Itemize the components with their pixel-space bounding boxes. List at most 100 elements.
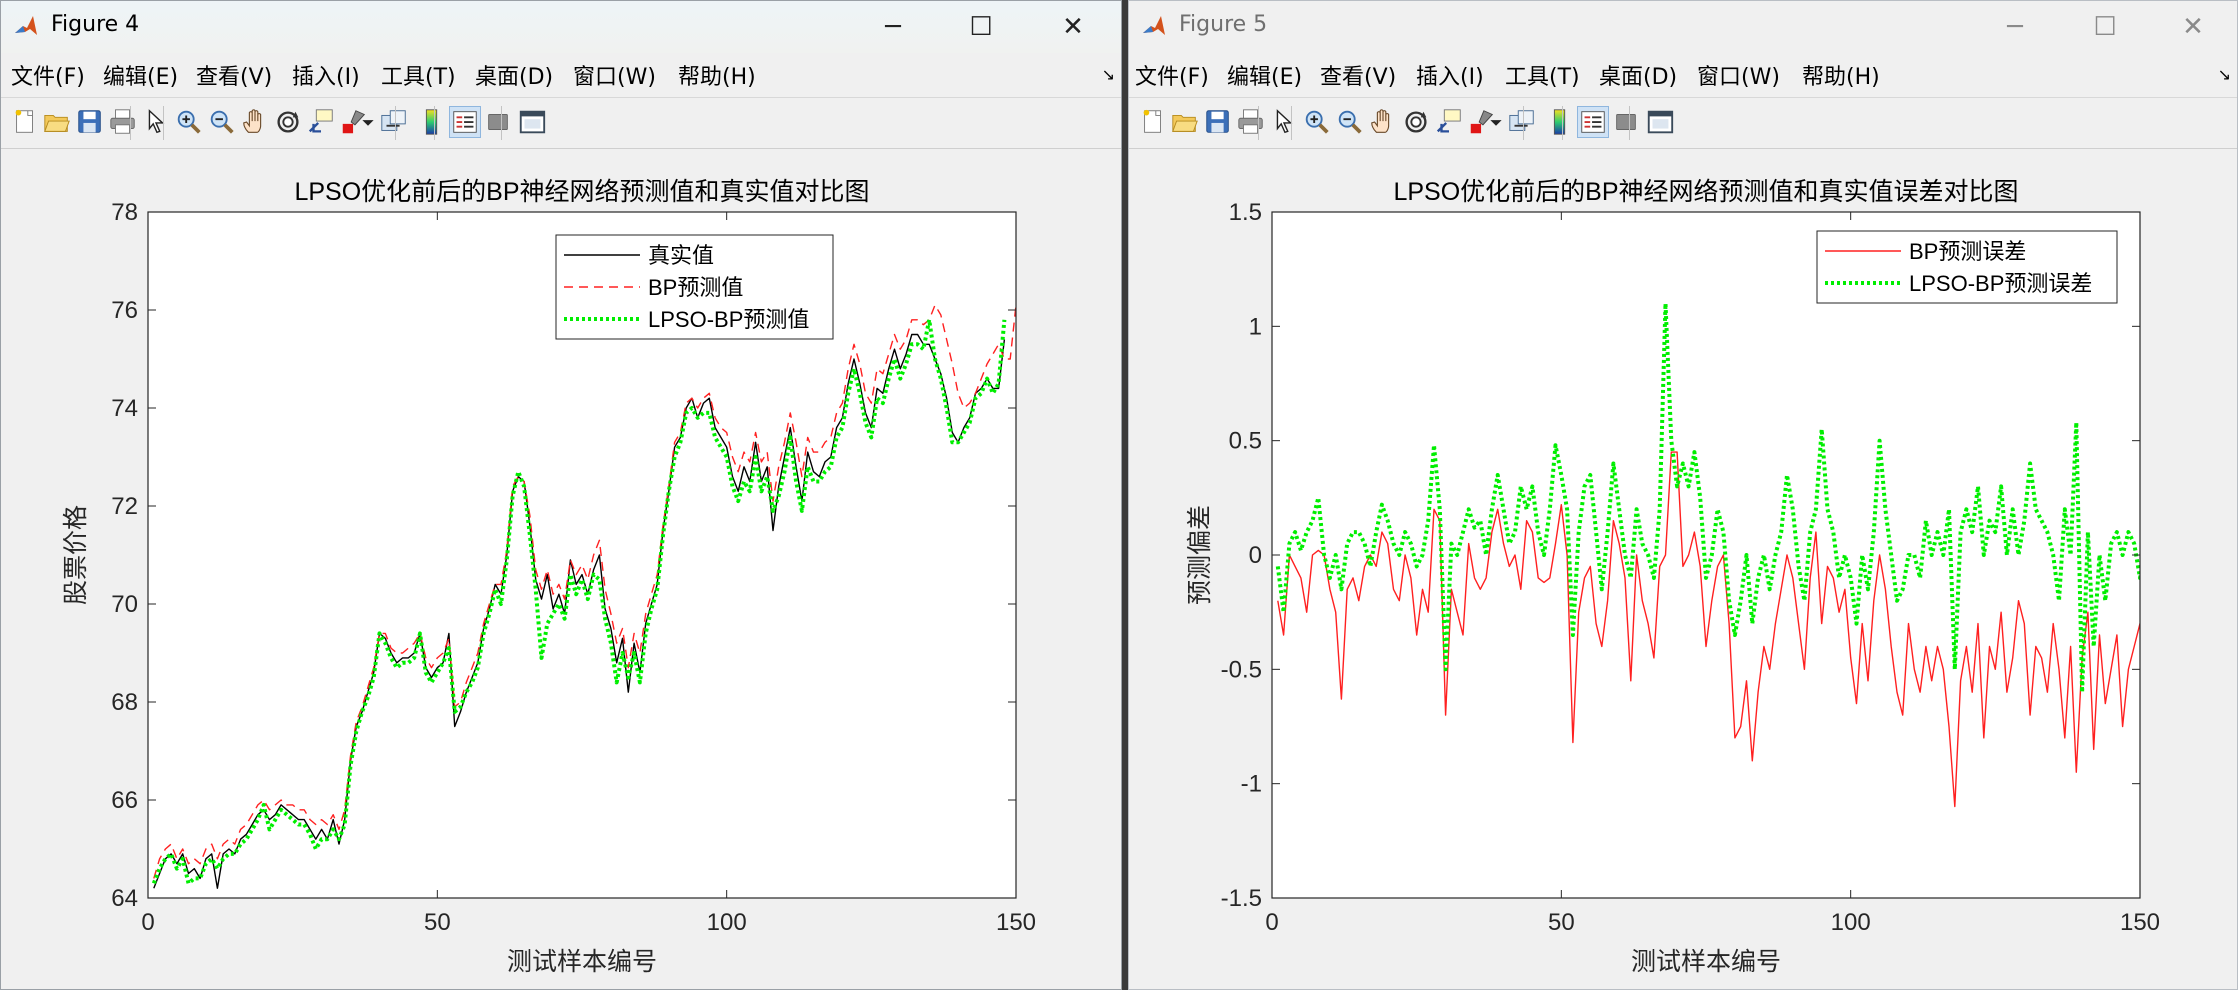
menubar: 文件(F) 编辑(E) 查看(V) 插入(I) 工具(T) 桌面(D) 窗口(W… — [1, 56, 1121, 94]
toolbar-separator — [130, 106, 131, 140]
close-button[interactable]: ✕ — [2182, 12, 2204, 42]
menu-insert[interactable]: 插入(I) — [1416, 65, 1484, 90]
zoom-in-icon[interactable] — [173, 106, 205, 138]
minimize-button[interactable]: ─ — [2007, 12, 2023, 42]
close-button[interactable]: ✕ — [1062, 12, 1084, 42]
open-file-icon[interactable] — [41, 106, 73, 138]
legend-label-1: BP预测值 — [648, 275, 743, 300]
save-icon[interactable] — [1202, 106, 1234, 138]
matlab-logo-icon — [15, 16, 37, 35]
menu-view[interactable]: 查看(V) — [196, 65, 273, 90]
insert-legend-icon[interactable] — [1577, 106, 1609, 138]
matlab-logo-icon — [1143, 16, 1165, 35]
brush-dropdown-icon[interactable] — [1489, 106, 1503, 138]
axes-frame — [147, 211, 1017, 899]
hide-plot-tools-icon[interactable] — [1610, 106, 1642, 138]
rotate-3d-icon[interactable] — [1400, 106, 1432, 138]
zoom-out-icon[interactable] — [1334, 106, 1366, 138]
legend-label-0: 真实值 — [648, 243, 714, 268]
brush-dropdown-icon[interactable] — [361, 106, 375, 138]
legend-box — [1816, 230, 2118, 304]
titlebar[interactable]: Figure 5 ─ ☐ ✕ — [1129, 1, 2237, 53]
zoom-out-icon[interactable] — [206, 106, 238, 138]
x-tick-label: 100 — [707, 909, 747, 936]
y-tick-label: 66 — [111, 787, 138, 814]
series-line-0 — [153, 333, 1006, 889]
y-tick-label: 70 — [111, 591, 138, 618]
open-file-icon[interactable] — [1169, 106, 1201, 138]
data-cursor-icon[interactable] — [1433, 106, 1465, 138]
menu-edit[interactable]: 编辑(E) — [1227, 65, 1303, 90]
print-icon[interactable] — [107, 106, 139, 138]
x-axis-label: 测试样本编号 — [1631, 948, 1781, 976]
window-title: Figure 5 — [1179, 12, 1268, 37]
toolbar-separator — [1258, 106, 1259, 140]
pan-hand-icon[interactable] — [1367, 106, 1399, 138]
maximize-button[interactable]: ☐ — [969, 12, 993, 42]
edit-plot-arrow-icon[interactable] — [1268, 106, 1300, 138]
dock-arrow-icon[interactable]: ↘ — [1101, 65, 1115, 84]
zoom-in-icon[interactable] — [1301, 106, 1333, 138]
link-plot-icon[interactable] — [1506, 106, 1538, 138]
toolbar-separator — [395, 106, 396, 140]
menu-tools[interactable]: 工具(T) — [381, 65, 456, 90]
menu-window[interactable]: 窗口(W) — [573, 65, 656, 90]
x-tick-label: 150 — [2120, 909, 2160, 936]
pan-hand-icon[interactable] — [239, 106, 271, 138]
toolbar-separator — [501, 106, 502, 140]
chart-title: LPSO优化前后的BP神经网络预测值和真实值对比图 — [294, 178, 869, 206]
x-tick-label: 0 — [141, 909, 154, 936]
legend[interactable]: 真实值 BP预测值 LPSO-BP预测值 — [555, 234, 834, 340]
x-tick-label: 150 — [996, 909, 1036, 936]
link-plot-icon[interactable] — [378, 106, 410, 138]
legend-label-0: BP预测误差 — [1909, 239, 2026, 264]
y-tick-label: -1.5 — [1221, 885, 1262, 912]
print-icon[interactable] — [1235, 106, 1267, 138]
minimize-button[interactable]: ─ — [885, 12, 901, 42]
menu-tools[interactable]: 工具(T) — [1505, 65, 1580, 90]
menu-help[interactable]: 帮助(H) — [678, 65, 756, 90]
data-cursor-icon[interactable] — [305, 106, 337, 138]
y-tick-label: 74 — [111, 395, 138, 422]
menu-help[interactable]: 帮助(H) — [1802, 65, 1880, 90]
series-line-1 — [153, 304, 1016, 879]
toolbar-separator — [1629, 106, 1630, 140]
menu-file[interactable]: 文件(F) — [1135, 65, 1209, 90]
y-tick-label: 68 — [111, 689, 138, 716]
menu-window[interactable]: 窗口(W) — [1697, 65, 1780, 90]
menu-edit[interactable]: 编辑(E) — [103, 65, 179, 90]
menu-view[interactable]: 查看(V) — [1320, 65, 1397, 90]
maximize-button[interactable]: ☐ — [2093, 12, 2117, 42]
menu-desktop[interactable]: 桌面(D) — [475, 65, 554, 90]
legend-label-2: LPSO-BP预测值 — [648, 307, 809, 332]
insert-colorbar-icon[interactable] — [1544, 106, 1576, 138]
menubar: 文件(F) 编辑(E) 查看(V) 插入(I) 工具(T) 桌面(D) 窗口(W… — [1129, 56, 2237, 94]
hide-plot-tools-icon[interactable] — [482, 106, 514, 138]
insert-colorbar-icon[interactable] — [416, 106, 448, 138]
menu-file[interactable]: 文件(F) — [11, 65, 85, 90]
brush-icon[interactable] — [1466, 106, 1498, 138]
y-tick-label: 72 — [111, 493, 138, 520]
legend-label-1: LPSO-BP预测误差 — [1909, 271, 2092, 296]
figure-canvas: 0 50 100 150 64 66 68 70 72 74 76 78 LPSO优化前后的BP神经网络… — [1, 149, 1121, 989]
show-plot-tools-icon[interactable] — [516, 106, 548, 138]
new-figure-icon[interactable] — [9, 106, 41, 138]
menu-desktop[interactable]: 桌面(D) — [1599, 65, 1678, 90]
y-tick-label: -0.5 — [1221, 656, 1262, 683]
edit-plot-arrow-icon[interactable] — [140, 106, 172, 138]
toolbar-separator — [163, 106, 164, 140]
titlebar[interactable]: Figure 4 ─ ☐ ✕ — [1, 1, 1121, 53]
brush-icon[interactable] — [338, 106, 370, 138]
figure-toolbar — [1129, 97, 2237, 149]
show-plot-tools-icon[interactable] — [1644, 106, 1676, 138]
dock-arrow-icon[interactable]: ↘ — [2217, 65, 2231, 84]
legend[interactable]: BP预测误差 LPSO-BP预测误差 — [1816, 230, 2118, 304]
new-figure-icon[interactable] — [1137, 106, 1169, 138]
menu-insert[interactable]: 插入(I) — [292, 65, 360, 90]
rotate-3d-icon[interactable] — [272, 106, 304, 138]
toolbar-separator — [1562, 106, 1563, 140]
series-line-2 — [151, 317, 1007, 886]
insert-legend-icon[interactable] — [449, 106, 481, 138]
save-icon[interactable] — [74, 106, 106, 138]
figure-5-window: Figure 5 ─ ☐ ✕ 文件(F) 编辑(E) 查看(V) 插入(I) 工… — [1128, 0, 2238, 990]
